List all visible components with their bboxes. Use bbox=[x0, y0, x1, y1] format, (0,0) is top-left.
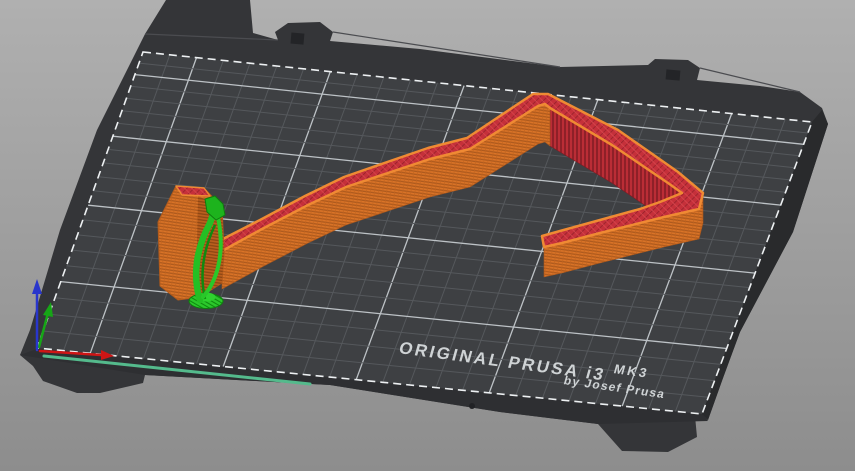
y-axis-arrow bbox=[37, 302, 53, 349]
bed-tab-hole bbox=[290, 32, 305, 45]
bed-grid-line bbox=[329, 82, 438, 378]
bed-grid-line bbox=[54, 297, 721, 365]
bed-tab-hole bbox=[665, 69, 681, 81]
bed-grid-line bbox=[138, 62, 808, 134]
support-trunk-shade bbox=[201, 224, 217, 300]
bed-grid-line bbox=[648, 116, 759, 409]
bed-model-text: MK3 bbox=[612, 361, 651, 380]
bed-grid-line bbox=[196, 68, 305, 364]
bed-grid-line bbox=[49, 313, 715, 382]
bed-screw-hole bbox=[469, 403, 475, 409]
bed-grid-line bbox=[302, 79, 412, 375]
z-axis-arrow bbox=[32, 279, 42, 352]
support-top-interface bbox=[204, 195, 226, 221]
bed-grid-line bbox=[63, 54, 171, 351]
bed-grid-border bbox=[35, 51, 814, 415]
bed-grid-line bbox=[674, 119, 786, 412]
bed-frame-front-face bbox=[20, 349, 708, 424]
bed-grid-line bbox=[621, 113, 733, 407]
sliced-model[interactable] bbox=[157, 92, 705, 301]
bed-grid-line bbox=[355, 85, 465, 380]
bed-front-edge-line bbox=[42, 354, 312, 386]
bed-grid-line bbox=[43, 330, 709, 398]
bed-grid-line bbox=[126, 97, 795, 169]
support-structure[interactable] bbox=[188, 195, 226, 309]
model-top-surface bbox=[213, 92, 705, 253]
axis-indicator bbox=[32, 279, 114, 360]
bed-grid-line bbox=[130, 85, 800, 157]
support-trunk bbox=[192, 202, 220, 304]
bed-grid-line bbox=[134, 73, 804, 145]
bed-frame-right-face bbox=[702, 110, 828, 420]
bed-grid-line bbox=[89, 57, 198, 354]
model-block-top-facet bbox=[175, 185, 211, 197]
bed-grid-line bbox=[595, 110, 706, 404]
bed-rim-highlight bbox=[144, 31, 801, 93]
x-axis-arrow bbox=[38, 349, 114, 360]
